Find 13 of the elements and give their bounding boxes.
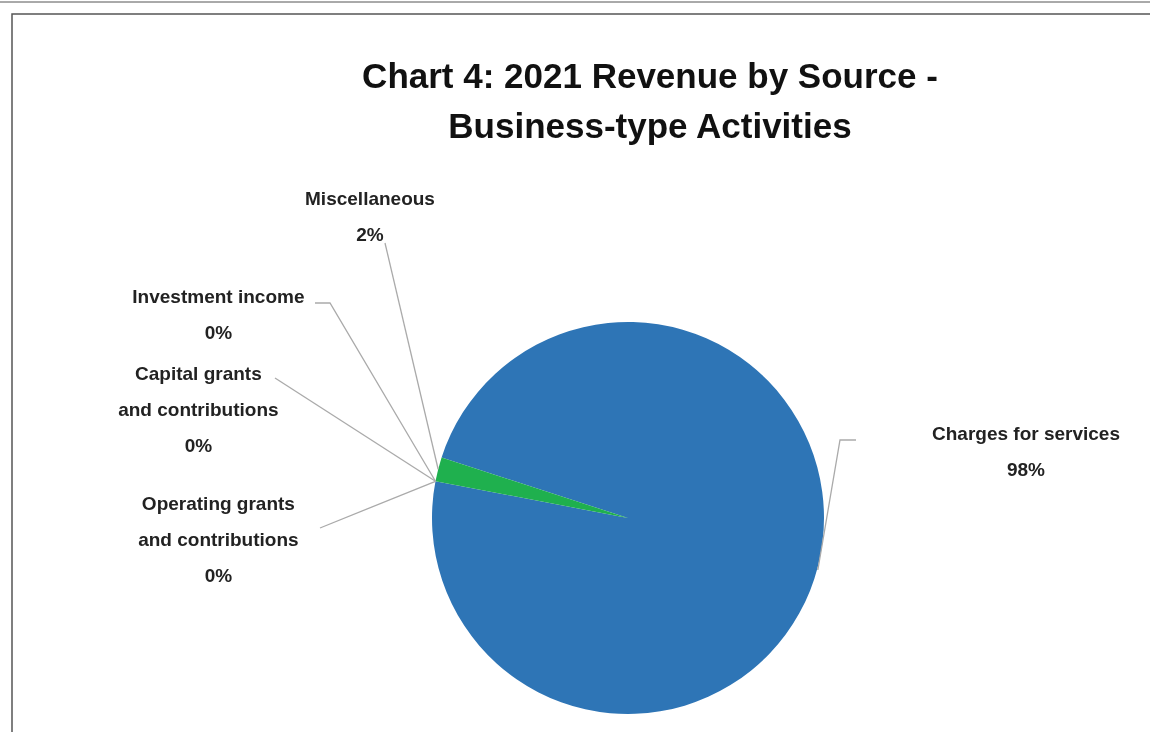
data-label: 98% xyxy=(1006,459,1046,480)
data-label: 2% xyxy=(356,224,384,245)
slice-label: Miscellaneous xyxy=(305,188,435,209)
category-label: Operating grants and contributions xyxy=(138,493,299,550)
category-label: Capital grants and contributions xyxy=(118,363,279,420)
pie-slice xyxy=(432,322,824,714)
text: 0% xyxy=(204,565,233,586)
category-label: Investment income xyxy=(132,286,305,307)
chart-title: Chart 4: 2021 Revenue by Source - Business-type Activities xyxy=(362,56,938,145)
text: 0% xyxy=(184,435,213,456)
slice-label: Charges for services xyxy=(932,423,1120,444)
text: 0% xyxy=(204,322,233,343)
pie-slice xyxy=(435,457,628,518)
